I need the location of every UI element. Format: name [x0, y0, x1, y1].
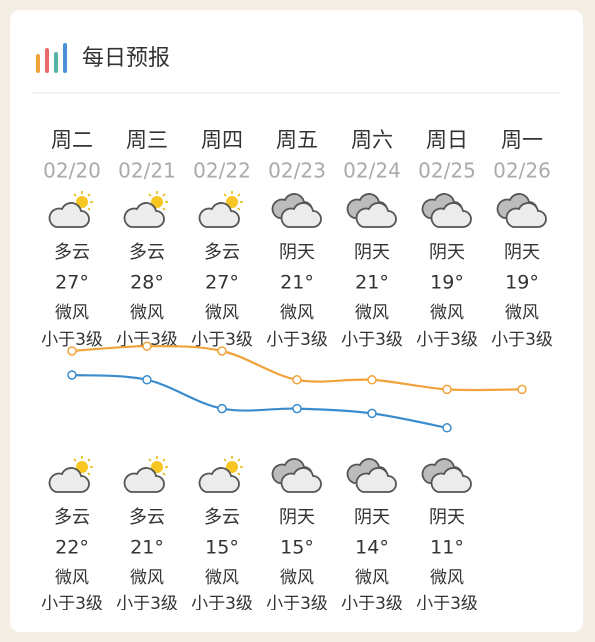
- day-name: 周五: [276, 128, 318, 152]
- high-point: [217, 346, 227, 356]
- wind: 微风: [280, 568, 314, 588]
- high-temp: 19°: [430, 272, 464, 294]
- wind: 微风: [55, 303, 89, 323]
- low-point: [217, 403, 227, 414]
- wind: 微风: [355, 568, 389, 588]
- wind: 微风: [205, 303, 239, 323]
- day-name: 周四: [201, 128, 243, 152]
- wind: 微风: [430, 568, 464, 588]
- date: 02/26: [493, 159, 551, 183]
- wind: 微风: [355, 303, 389, 323]
- wind: 微风: [505, 303, 539, 323]
- wind-level: 小于3级: [116, 330, 178, 350]
- weather: 阴天: [429, 507, 465, 528]
- wind-level: 小于3级: [116, 594, 178, 614]
- day-name: 周六: [351, 128, 393, 152]
- low-temp: 22°: [55, 537, 89, 559]
- high-temp: 27°: [205, 272, 239, 294]
- day-name: 周三: [126, 128, 168, 152]
- forecast: 周二02/20多云27°微风小于3级周三02/21多云28°微风小于3级周四02…: [41, 128, 553, 614]
- weather: 多云: [129, 242, 165, 263]
- high-point: [442, 384, 452, 395]
- day-name: 周二: [51, 128, 93, 152]
- low-point: [142, 375, 152, 385]
- wind-level: 小于3级: [41, 594, 103, 614]
- low-temp: 21°: [130, 537, 164, 559]
- weather: 多云: [204, 242, 240, 263]
- low-temp: 15°: [205, 537, 239, 559]
- wind-level: 小于3级: [266, 330, 328, 350]
- weather: 阴天: [429, 242, 465, 263]
- wind-level: 小于3级: [191, 594, 253, 614]
- wind: 微风: [130, 303, 164, 323]
- wind: 微风: [130, 568, 164, 588]
- wind-level: 小于3级: [191, 330, 253, 350]
- date: 02/25: [418, 159, 476, 183]
- day-name: 周一: [501, 128, 543, 152]
- date: 02/24: [343, 159, 401, 183]
- high-point: [67, 346, 77, 356]
- day-name: 周日: [426, 128, 468, 152]
- low-point: [292, 403, 302, 414]
- weather: 阴天: [354, 507, 390, 528]
- date: 02/20: [43, 159, 101, 183]
- weather: 多云: [54, 242, 90, 263]
- weather: 阴天: [504, 242, 540, 263]
- wind-level: 小于3级: [41, 330, 103, 350]
- low-line: [71, 373, 448, 429]
- wind: 微风: [205, 568, 239, 588]
- low-point: [367, 408, 377, 419]
- weather: 多云: [204, 507, 240, 528]
- high-temp: 28°: [130, 272, 164, 294]
- weather: 多云: [54, 507, 90, 528]
- wind-level: 小于3级: [266, 594, 328, 614]
- wind: 微风: [430, 303, 464, 323]
- low-temp: 15°: [280, 537, 314, 559]
- date: 02/23: [268, 159, 326, 183]
- weather: 阴天: [279, 242, 315, 263]
- header-title: 每日预报: [82, 46, 170, 71]
- date: 02/21: [118, 159, 176, 183]
- date: 02/22: [193, 159, 251, 183]
- weather: 阴天: [279, 507, 315, 528]
- wind-level: 小于3级: [341, 330, 403, 350]
- low-point: [442, 423, 452, 433]
- low-temp: 14°: [355, 537, 389, 559]
- wind-level: 小于3级: [491, 330, 553, 350]
- high-point: [367, 375, 377, 385]
- high-point: [142, 341, 152, 351]
- high-point: [292, 375, 302, 385]
- high-temp: 21°: [280, 272, 314, 294]
- wind-level: 小于3级: [416, 594, 478, 614]
- header-icon: [36, 43, 67, 73]
- high-temp: 27°: [55, 272, 89, 294]
- high-point: [517, 384, 527, 395]
- wind: 微风: [55, 568, 89, 588]
- weather: 多云: [129, 507, 165, 528]
- low-point: [67, 370, 77, 380]
- wind: 微风: [280, 303, 314, 323]
- high-temp: 19°: [505, 272, 539, 294]
- weather: 阴天: [354, 242, 390, 263]
- low-temp: 11°: [430, 537, 464, 559]
- wind-level: 小于3级: [341, 594, 403, 614]
- wind-level: 小于3级: [416, 330, 478, 350]
- high-temp: 21°: [355, 272, 389, 294]
